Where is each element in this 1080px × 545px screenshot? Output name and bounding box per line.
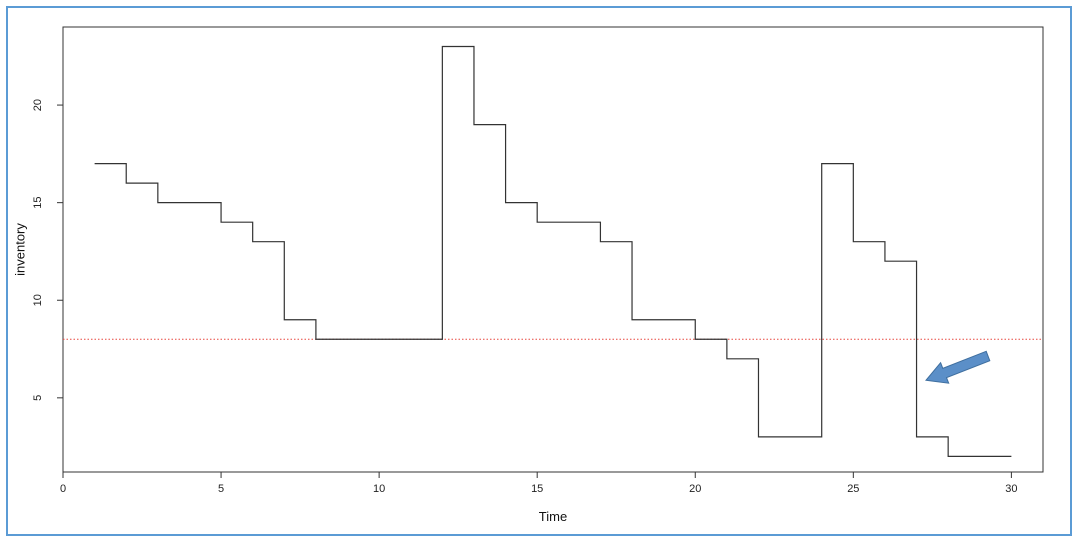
- annotation-arrow: [925, 350, 991, 384]
- chart-frame: [6, 6, 1072, 536]
- y-tick-label: 15: [32, 197, 44, 209]
- y-axis-title: inventory: [12, 223, 27, 276]
- x-tick-label: 5: [218, 483, 224, 495]
- y-tick-label: 10: [32, 294, 44, 306]
- x-tick-label: 25: [847, 483, 859, 495]
- y-tick-label: 20: [32, 99, 44, 111]
- x-tick-label: 30: [1005, 483, 1017, 495]
- plot-area-border: [62, 26, 1044, 473]
- y-tick-label: 5: [32, 395, 44, 401]
- x-tick-label: 10: [373, 483, 385, 495]
- x-tick-label: 20: [689, 483, 701, 495]
- x-axis-title: Time: [539, 509, 567, 524]
- series-line-0: [94, 45, 1012, 457]
- annotation-arrow-group: [925, 350, 991, 384]
- x-tick-label: 0: [60, 483, 66, 495]
- y-axis: 5 10 15 20: [32, 99, 64, 401]
- series-group: [94, 45, 1012, 457]
- x-axis: 0 5 10 15 20 25 30: [60, 471, 1018, 495]
- x-tick-label: 15: [531, 483, 543, 495]
